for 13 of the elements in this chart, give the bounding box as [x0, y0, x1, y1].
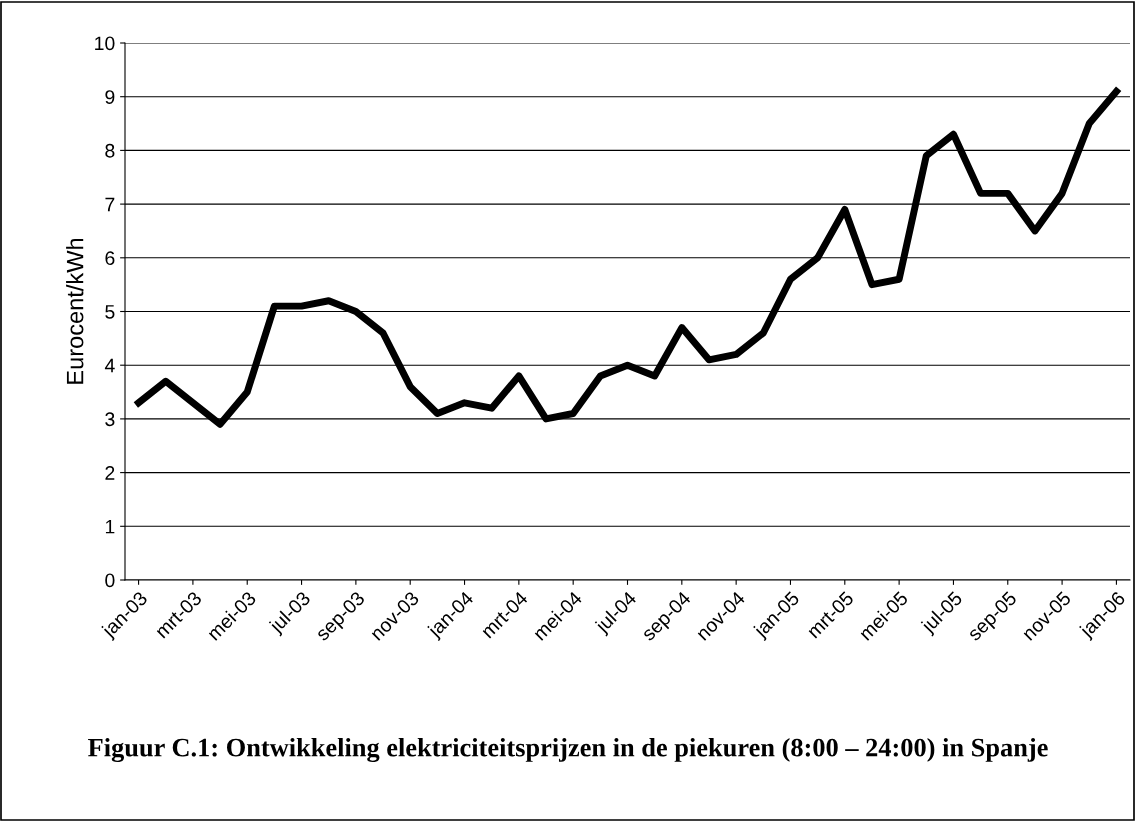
- y-tick-label: 9: [105, 90, 115, 104]
- y-tick-label: 5: [105, 305, 115, 319]
- y-tick-label: 0: [105, 573, 115, 588]
- y-tick-label: 7: [105, 197, 115, 212]
- y-tick-label: 2: [105, 466, 115, 480]
- y-tick-label: 6: [105, 251, 115, 266]
- y-tick-label: 8: [105, 143, 115, 158]
- text: Figuur C.1: Ontwikkeling elektriciteitsprijzen in de piekuren (8:00 – 24:00) in Spanje: [88, 737, 1048, 763]
- y-axis-title: Eurocent/kWh: [66, 238, 84, 384]
- y-tick-label: 4: [104, 358, 115, 373]
- y-tick-label: 10: [95, 36, 115, 51]
- y-tick-label: 1: [105, 519, 115, 534]
- y-tick-label: 3: [105, 412, 115, 427]
